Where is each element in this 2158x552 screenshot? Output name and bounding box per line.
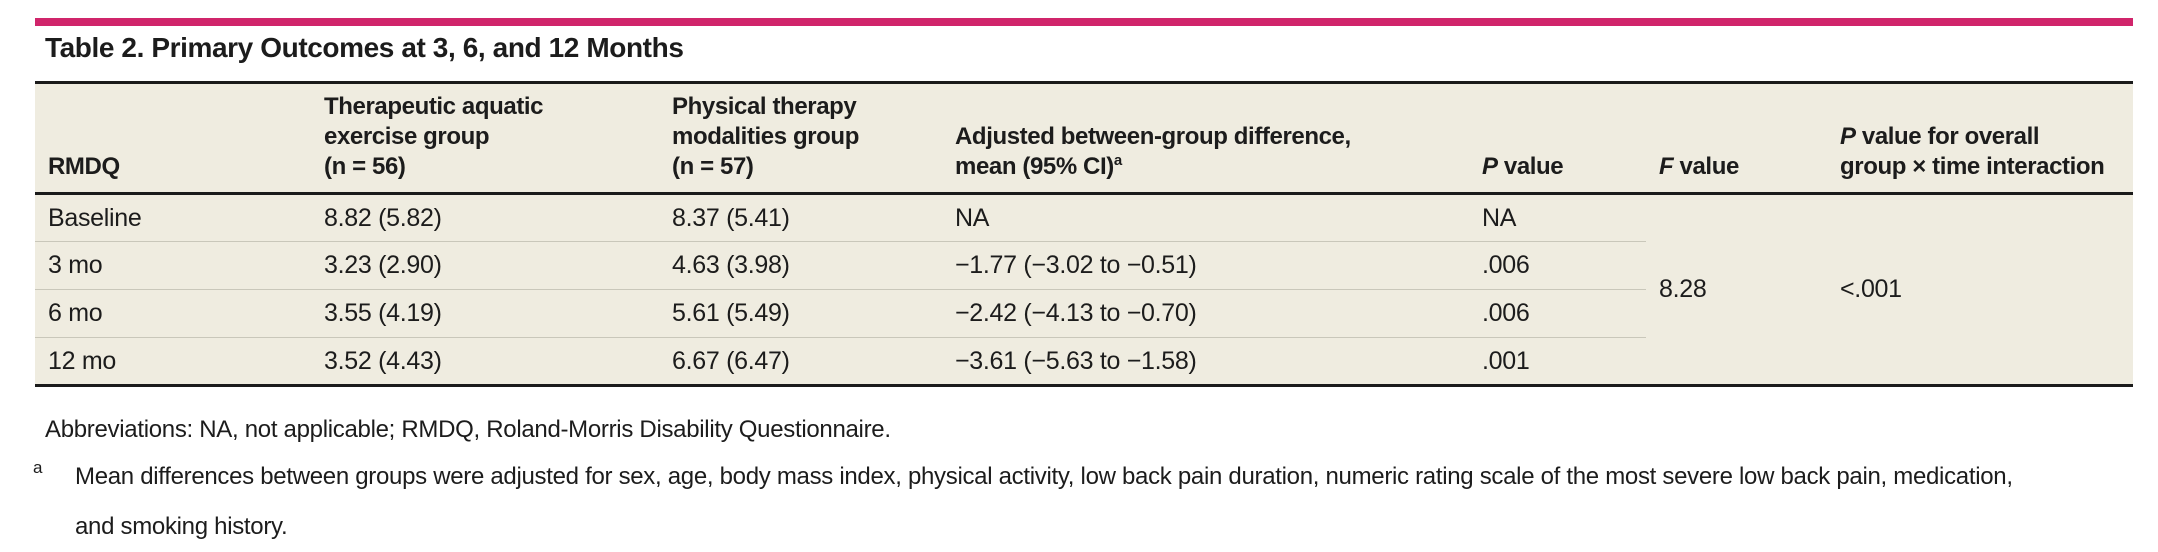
- table-row-12mo: 12 mo 3.52 (4.43) 6.67 (6.47) −3.61 (−5.…: [35, 338, 2133, 386]
- footnote-a-reference: a: [1113, 152, 1122, 169]
- p-value: .001: [1482, 346, 1530, 375]
- header-p-italic: P: [1482, 153, 1498, 180]
- row-label: 3 mo: [35, 241, 311, 290]
- accent-bar: [35, 18, 2133, 26]
- difference-value: −2.42 (−4.13 to −0.70): [942, 289, 1469, 338]
- header-p-interaction-line1: P value for overall: [1840, 122, 2125, 152]
- table-row-6mo: 6 mo 3.55 (4.19) 5.61 (5.49) −2.42 (−4.1…: [35, 289, 2133, 338]
- row-label: 12 mo: [48, 346, 116, 375]
- header-adjusted-line2-text: mean (95% CI): [955, 153, 1114, 180]
- header-f-value: F value: [1646, 82, 1827, 195]
- header-physical-group: Physical therapy modalities group (n = 5…: [659, 82, 942, 195]
- outcomes-table: RMDQ Therapeutic aquatic exercise group …: [35, 81, 2133, 387]
- aquatic-value: 3.52 (4.43): [324, 346, 442, 375]
- physical-value: 4.63 (3.98): [659, 241, 942, 290]
- header-aquatic-line3: (n = 56): [324, 153, 406, 180]
- p-value: NA: [1469, 193, 1646, 242]
- aquatic-value: 8.82 (5.82): [311, 193, 659, 242]
- physical-value: 8.37 (5.41): [659, 193, 942, 242]
- header-adjusted-difference: Adjusted between-group difference, mean …: [942, 82, 1469, 195]
- header-p-interaction: P value for overall group × time interac…: [1827, 82, 2133, 195]
- p-value: .006: [1469, 241, 1646, 290]
- header-p-value: P value: [1469, 82, 1646, 195]
- p-value: .006: [1469, 289, 1646, 338]
- aquatic-value: 3.55 (4.19): [311, 289, 659, 338]
- header-p-rest: value: [1497, 153, 1564, 180]
- header-physical-line1: Physical therapy: [672, 93, 857, 120]
- header-rmdq: RMDQ: [35, 82, 311, 195]
- row-label: 6 mo: [35, 289, 311, 338]
- header-aquatic-line1: Therapeutic aquatic: [324, 93, 544, 120]
- p-overall-cell: <.001: [1840, 275, 1902, 303]
- header-f-rest: value: [1673, 153, 1740, 180]
- header-adjusted-line2: mean (95% CI)a: [955, 152, 1461, 182]
- difference-value: −1.77 (−3.02 to −0.51): [942, 241, 1469, 290]
- header-physical-line2: modalities group: [672, 123, 859, 150]
- table-row-baseline: Baseline 8.82 (5.82) 8.37 (5.41) NA NA 8…: [35, 193, 2133, 303]
- header-adjusted-line1: Adjusted between-group difference,: [955, 123, 1351, 150]
- footnote-a: a Mean differences between groups were a…: [33, 452, 2035, 552]
- row-label: Baseline: [35, 193, 311, 242]
- abbreviations-note: Abbreviations: NA, not applicable; RMDQ,…: [45, 416, 891, 443]
- difference-value: NA: [942, 193, 1469, 242]
- physical-value: 5.61 (5.49): [659, 289, 942, 338]
- aquatic-value: 3.23 (2.90): [311, 241, 659, 290]
- header-p-interaction-line2: group × time interaction: [1840, 153, 2105, 180]
- footnote-a-marker: a: [33, 458, 43, 477]
- header-aquatic-line2: exercise group: [324, 123, 490, 150]
- header-f-italic: F: [1659, 153, 1674, 180]
- footnote-a-text: Mean differences between groups were adj…: [75, 463, 2013, 540]
- f-value-cell: 8.28: [1659, 275, 1707, 303]
- table-header-row: RMDQ Therapeutic aquatic exercise group …: [35, 82, 2133, 195]
- header-physical-line3: (n = 57): [672, 153, 754, 180]
- table-row-3mo: 3 mo 3.23 (2.90) 4.63 (3.98) −1.77 (−3.0…: [35, 241, 2133, 290]
- header-rmdq-label: RMDQ: [48, 153, 120, 180]
- header-p-interaction-rest: value for overall: [1855, 123, 2040, 150]
- header-aquatic-group: Therapeutic aquatic exercise group (n = …: [311, 82, 659, 195]
- physical-value: 6.67 (6.47): [672, 346, 790, 375]
- header-p-interaction-italic: P: [1840, 123, 1856, 150]
- difference-value: −3.61 (−5.63 to −1.58): [955, 346, 1197, 375]
- table-title: Table 2. Primary Outcomes at 3, 6, and 1…: [45, 32, 684, 63]
